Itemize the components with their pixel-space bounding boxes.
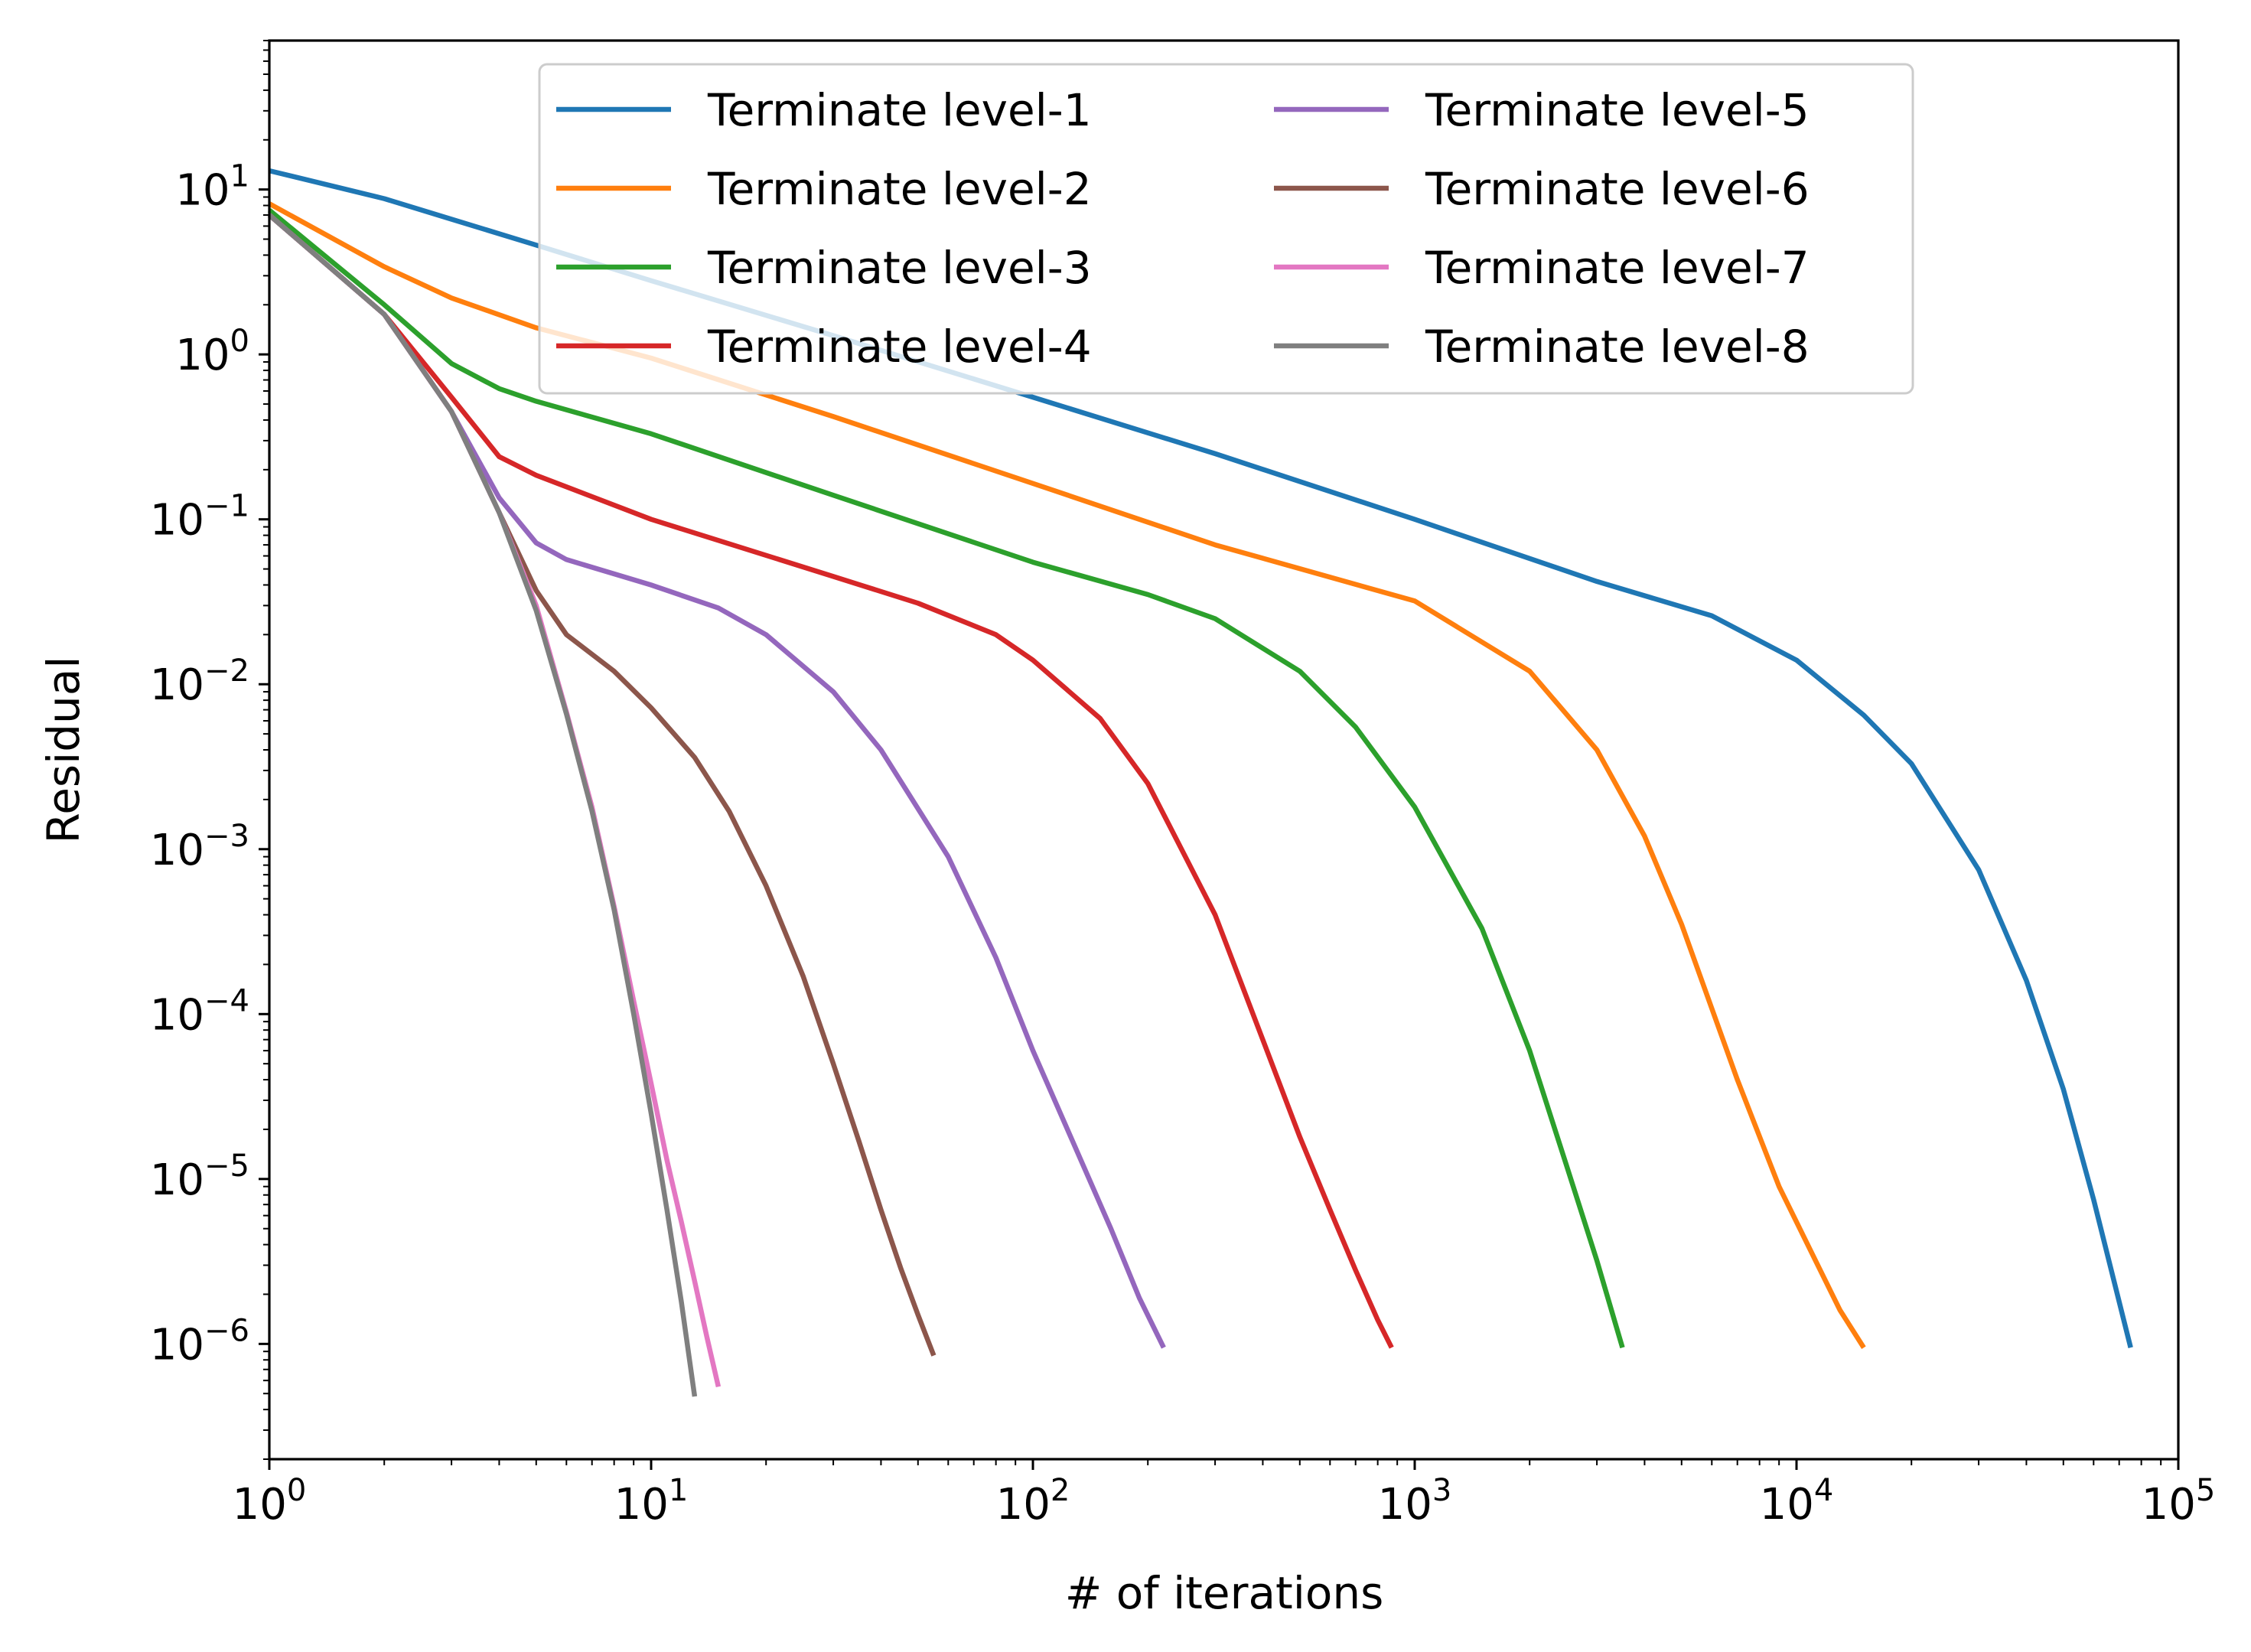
x-tick-label: 102 bbox=[996, 1473, 1070, 1530]
legend-label: Terminate level-5 bbox=[1425, 84, 1810, 136]
x-axis: 100 101 102 103 104 105 bbox=[233, 1459, 2216, 1530]
x-tick-label: 100 bbox=[233, 1473, 307, 1530]
x-axis-label: # of iterations bbox=[1065, 1567, 1384, 1619]
y-axis-label: Residual bbox=[37, 657, 90, 844]
legend-label: Terminate level-8 bbox=[1425, 321, 1810, 373]
y-tick-label: 10−5 bbox=[150, 1149, 249, 1205]
y-tick-label: 100 bbox=[175, 324, 249, 380]
legend-box bbox=[538, 63, 1914, 395]
series-line-level-2 bbox=[268, 201, 1866, 1349]
series-line-level-8 bbox=[267, 213, 698, 1397]
series-line-level-5 bbox=[267, 213, 1166, 1349]
legend-label: Terminate level-4 bbox=[707, 321, 1092, 373]
legend: Terminate level-1 Terminate level-2 Termin… bbox=[538, 63, 1914, 395]
y-tick-label: 10−3 bbox=[150, 819, 249, 875]
series-line-level-1 bbox=[269, 168, 2133, 1348]
y-tick-label: 10−6 bbox=[150, 1313, 249, 1370]
y-tick-label: 10−4 bbox=[150, 983, 249, 1040]
series-line-level-3 bbox=[267, 208, 1625, 1349]
series-line-level-4 bbox=[267, 213, 1394, 1349]
legend-label: Terminate level-6 bbox=[1425, 163, 1810, 215]
y-axis: 101 100 10−1 10−2 10−3 10−4 10−5 10−6 bbox=[150, 40, 269, 1460]
y-tick-label: 101 bbox=[175, 159, 249, 216]
series-layer bbox=[267, 168, 2133, 1397]
y-tick-label: 10−1 bbox=[150, 489, 249, 546]
x-tick-label: 103 bbox=[1378, 1473, 1452, 1530]
legend-label: Terminate level-7 bbox=[1425, 242, 1810, 294]
y-tick-label: 10−2 bbox=[150, 653, 249, 710]
x-tick-label: 105 bbox=[2142, 1473, 2216, 1530]
legend-label: Terminate level-3 bbox=[707, 242, 1092, 294]
x-tick-label: 101 bbox=[614, 1473, 689, 1530]
legend-label: Terminate level-1 bbox=[707, 84, 1092, 136]
x-tick-label: 104 bbox=[1760, 1473, 1834, 1530]
legend-label: Terminate level-2 bbox=[707, 163, 1092, 215]
